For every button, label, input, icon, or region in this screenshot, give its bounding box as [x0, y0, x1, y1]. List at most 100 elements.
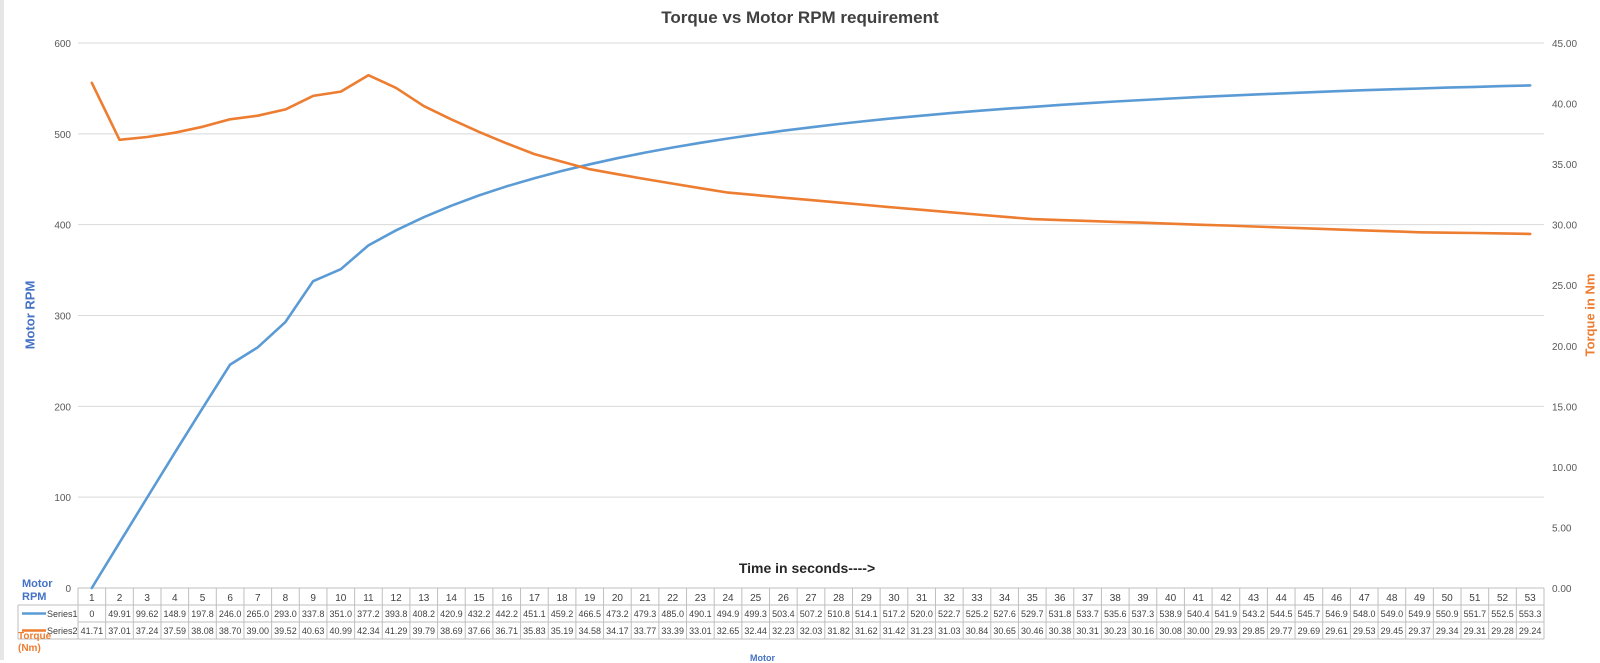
- data-table-value: 31.23: [910, 626, 933, 636]
- data-table-value: 546.9: [1325, 609, 1348, 619]
- data-table-value: 37.59: [164, 626, 187, 636]
- x-tick-label: 23: [695, 593, 707, 604]
- data-table-value: 517.2: [883, 609, 906, 619]
- x-tick-label: 36: [1054, 593, 1066, 604]
- data-table-value: 543.2: [1242, 609, 1265, 619]
- data-table-value: 473.2: [606, 609, 629, 619]
- x-tick-label: 7: [255, 593, 261, 604]
- x-tick-label: 34: [999, 593, 1011, 604]
- y-right-tick-label: 35.00: [1552, 160, 1577, 171]
- x-tick-label: 33: [971, 593, 983, 604]
- data-table-value: 29.85: [1242, 626, 1265, 636]
- data-table-value: 420.9: [440, 609, 463, 619]
- data-table-value: 30.46: [1021, 626, 1044, 636]
- sheet-gutter: [0, 0, 4, 660]
- x-tick-label: 16: [501, 593, 513, 604]
- data-table-value: 36.71: [495, 626, 518, 636]
- x-tick-label: 53: [1525, 593, 1537, 604]
- y-right-tick-label: 25.00: [1552, 281, 1577, 292]
- data-table-value: 550.9: [1436, 609, 1459, 619]
- x-tick-label: 40: [1165, 593, 1177, 604]
- data-table-value: 37.01: [108, 626, 131, 636]
- data-table-value: 393.8: [385, 609, 408, 619]
- x-tick-label: 17: [529, 593, 541, 604]
- y-left-tick-label: 300: [54, 312, 71, 323]
- data-table-value: 507.2: [800, 609, 823, 619]
- data-table-value: 537.3: [1132, 609, 1155, 619]
- data-table-value: 197.8: [191, 609, 214, 619]
- x-tick-label: 15: [474, 593, 486, 604]
- data-table-value: 31.03: [938, 626, 961, 636]
- data-table-value: 0: [89, 609, 94, 619]
- data-table-value: 520.0: [910, 609, 933, 619]
- data-table-value: 41.29: [385, 626, 408, 636]
- x-tick-label: 27: [805, 593, 817, 604]
- data-table-value: 39.00: [247, 626, 270, 636]
- data-table-value: 479.3: [634, 609, 657, 619]
- data-table-value: 37.24: [136, 626, 159, 636]
- data-table-value: 552.5: [1491, 609, 1514, 619]
- y-right-tick-label: 5.00: [1552, 523, 1572, 534]
- series-line: [90, 73, 1532, 236]
- data-table-value: 293.0: [274, 609, 297, 619]
- x-axis-label: Time in seconds---->: [738, 560, 876, 576]
- data-table-value: 545.7: [1298, 609, 1321, 619]
- data-table-value: 527.6: [993, 609, 1016, 619]
- x-tick-label: 1: [89, 593, 95, 604]
- data-table-value: 31.42: [883, 626, 906, 636]
- cut-off-label: Motor: [750, 653, 775, 663]
- data-table-value: 29.28: [1491, 626, 1514, 636]
- x-tick-label: 2: [117, 593, 123, 604]
- y-left-tick-label: 600: [54, 39, 71, 50]
- series-line: [90, 84, 1532, 590]
- data-table-value: 548.0: [1353, 609, 1376, 619]
- x-tick-label: 8: [283, 593, 289, 604]
- data-table-value: 40.99: [330, 626, 353, 636]
- data-table-value: 34.17: [606, 626, 629, 636]
- x-tick-label: 35: [1027, 593, 1039, 604]
- x-tick-label: 30: [888, 593, 900, 604]
- x-tick-label: 3: [144, 593, 150, 604]
- data-table-value: 29.61: [1325, 626, 1348, 636]
- x-tick-label: 39: [1137, 593, 1149, 604]
- x-tick-label: 50: [1442, 593, 1454, 604]
- data-table-value: 35.19: [551, 626, 574, 636]
- data-table-value: 29.34: [1436, 626, 1459, 636]
- data-table-value: 538.9: [1159, 609, 1182, 619]
- x-tick-label: 32: [944, 593, 956, 604]
- data-table-value: 522.7: [938, 609, 961, 619]
- data-table-value: 32.23: [772, 626, 795, 636]
- x-tick-label: 43: [1248, 593, 1260, 604]
- data-table-value: 37.66: [468, 626, 491, 636]
- x-tick-label: 44: [1276, 593, 1288, 604]
- data-table-value: 30.65: [993, 626, 1016, 636]
- data-table-value: 466.5: [578, 609, 601, 619]
- x-tick-label: 25: [750, 593, 762, 604]
- x-tick-label: 5: [200, 593, 206, 604]
- x-tick-label: 19: [584, 593, 596, 604]
- data-table-value: 30.23: [1104, 626, 1127, 636]
- data-table-value: 494.9: [717, 609, 740, 619]
- data-table-value: 41.71: [81, 626, 104, 636]
- data-table-value: 499.3: [744, 609, 767, 619]
- data-table-value: 29.37: [1408, 626, 1431, 636]
- data-table-value: 33.77: [634, 626, 657, 636]
- data-table-value: 265.0: [247, 609, 270, 619]
- y-right-tick-label: 0.00: [1552, 584, 1572, 595]
- x-tick-label: 12: [391, 593, 403, 604]
- data-table-value: 30.16: [1132, 626, 1155, 636]
- legend-label-motor-rpm: Motor RPM: [22, 578, 53, 603]
- data-table-value: 29.77: [1270, 626, 1293, 636]
- y-right-tick-label: 30.00: [1552, 221, 1577, 232]
- data-table-value: 510.8: [827, 609, 850, 619]
- y-right-tick-label: 45.00: [1552, 39, 1577, 50]
- data-table-value: 451.1: [523, 609, 546, 619]
- y-right-tick-label: 40.00: [1552, 100, 1577, 111]
- data-table-value: 42.34: [357, 626, 380, 636]
- y-left-tick-label: 100: [54, 493, 71, 504]
- data-table-value: 459.2: [551, 609, 574, 619]
- y-left-tick-label: 200: [54, 402, 71, 413]
- x-tick-label: 48: [1386, 593, 1398, 604]
- data-table-value: 38.70: [219, 626, 242, 636]
